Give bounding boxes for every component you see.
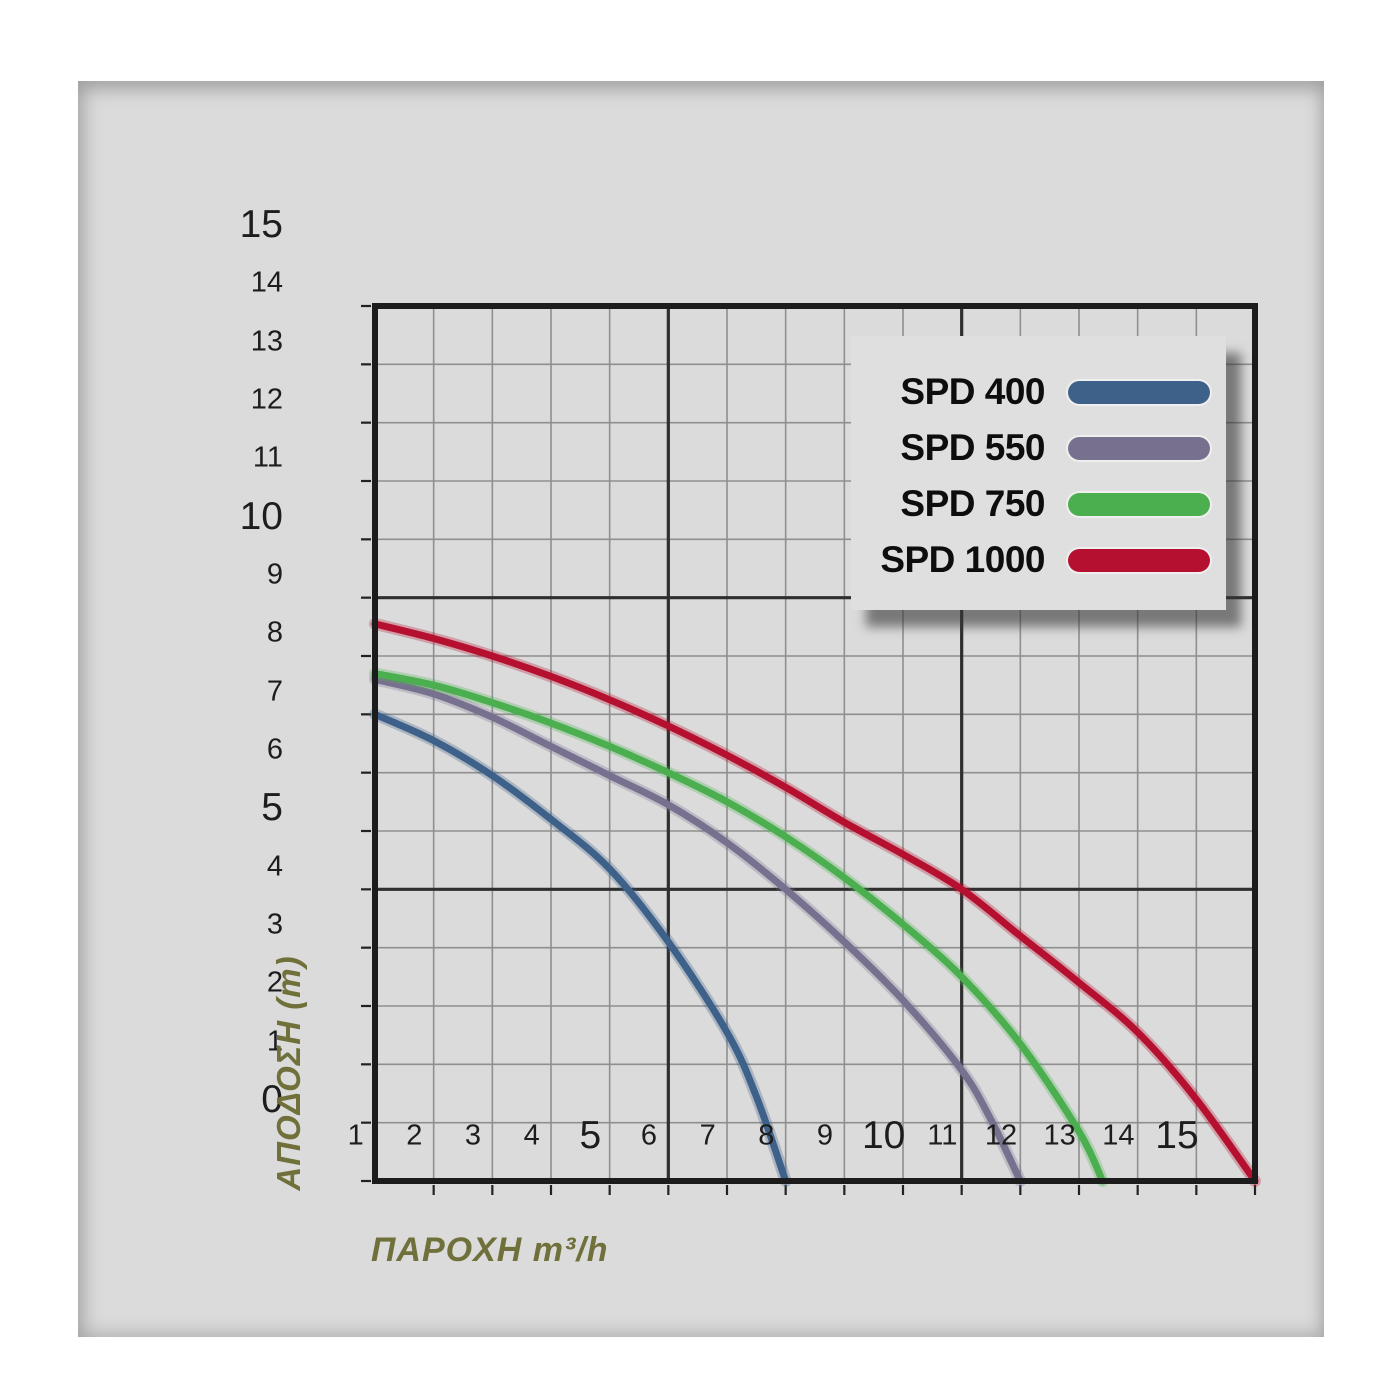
x-axis-title: ΠΑΡΟΧΗ m³/h <box>371 1231 609 1269</box>
curve-spd-1000 <box>371 620 1259 1185</box>
y-tick-label: 5 <box>261 786 283 830</box>
y-tick-label: 4 <box>266 850 283 883</box>
y-tick-label: 0 <box>261 1078 283 1121</box>
y-tick-label: 3 <box>266 908 283 941</box>
curve-spd-550 <box>371 675 1024 1185</box>
legend-label: SPD 750 <box>900 483 1045 524</box>
curve-spd-750 <box>371 670 1106 1185</box>
legend-label: SPD 550 <box>900 427 1045 468</box>
y-tick-label: 6 <box>266 733 283 766</box>
legend-swatch-spd-750 <box>1068 492 1210 516</box>
x-tick-label: 7 <box>699 1119 716 1152</box>
x-tick-label: 10 <box>861 1114 906 1157</box>
y-tick-label: 7 <box>266 675 283 708</box>
legend-item: SPD 550 <box>851 420 1226 476</box>
y-tick-label: 2 <box>266 966 283 999</box>
y-tick-label: 12 <box>250 383 283 416</box>
x-tick-label: 5 <box>579 1114 602 1157</box>
legend-label: SPD 1000 <box>880 539 1045 580</box>
x-tick-label: 4 <box>523 1119 540 1152</box>
x-tick-label: 15 <box>1155 1114 1199 1157</box>
chart-panel: 0 1 2 3 4 5 6 7 8 9 10 11 12 13 14 15 1 2 3 4 5 6 7 8 9 10 11 12 13… <box>78 81 1324 1337</box>
curve-spd-400 <box>371 710 790 1185</box>
curve-halo-spd-550 <box>369 673 1027 1187</box>
x-tick-label: 12 <box>984 1119 1018 1152</box>
curve-halo-spd-750 <box>369 667 1109 1187</box>
legend-label: SPD 400 <box>900 371 1045 412</box>
legend-swatch-spd-550 <box>1068 436 1210 460</box>
plot-frame <box>372 303 1258 1184</box>
x-tick-label: 9 <box>816 1119 834 1152</box>
legend-item: SPD 400 <box>851 364 1226 420</box>
y-tick-label: 13 <box>250 325 283 358</box>
x-tick-label: 13 <box>1043 1119 1076 1152</box>
y-tick-label: 9 <box>266 558 283 591</box>
y-axis-title: ΑΠΟΔΟΣΗ (m) <box>270 955 307 1191</box>
x-tick-label: 14 <box>1102 1119 1135 1152</box>
legend-item: SPD 1000 <box>851 532 1226 588</box>
legend: SPD 400 SPD 550 SPD 750 SPD 1000 <box>851 336 1226 610</box>
legend-item: SPD 750 <box>851 476 1226 532</box>
y-tick-label: 8 <box>266 616 283 649</box>
x-tick-label: 1 <box>347 1119 364 1152</box>
legend-swatch-spd-400 <box>1068 380 1210 404</box>
legend-swatch-spd-1000 <box>1068 548 1210 572</box>
x-tick-label: 11 <box>927 1119 958 1152</box>
x-tick-label: 2 <box>406 1119 423 1152</box>
x-tick-label: 3 <box>464 1119 482 1152</box>
y-tick-label: 14 <box>250 266 283 299</box>
y-tick-label: 11 <box>252 441 283 474</box>
x-tick-label: 8 <box>758 1119 775 1152</box>
y-tick-label: 15 <box>239 203 283 246</box>
y-tick-label: 1 <box>266 1025 283 1058</box>
y-tick-label: 10 <box>239 494 283 538</box>
x-tick-label: 6 <box>640 1119 658 1152</box>
